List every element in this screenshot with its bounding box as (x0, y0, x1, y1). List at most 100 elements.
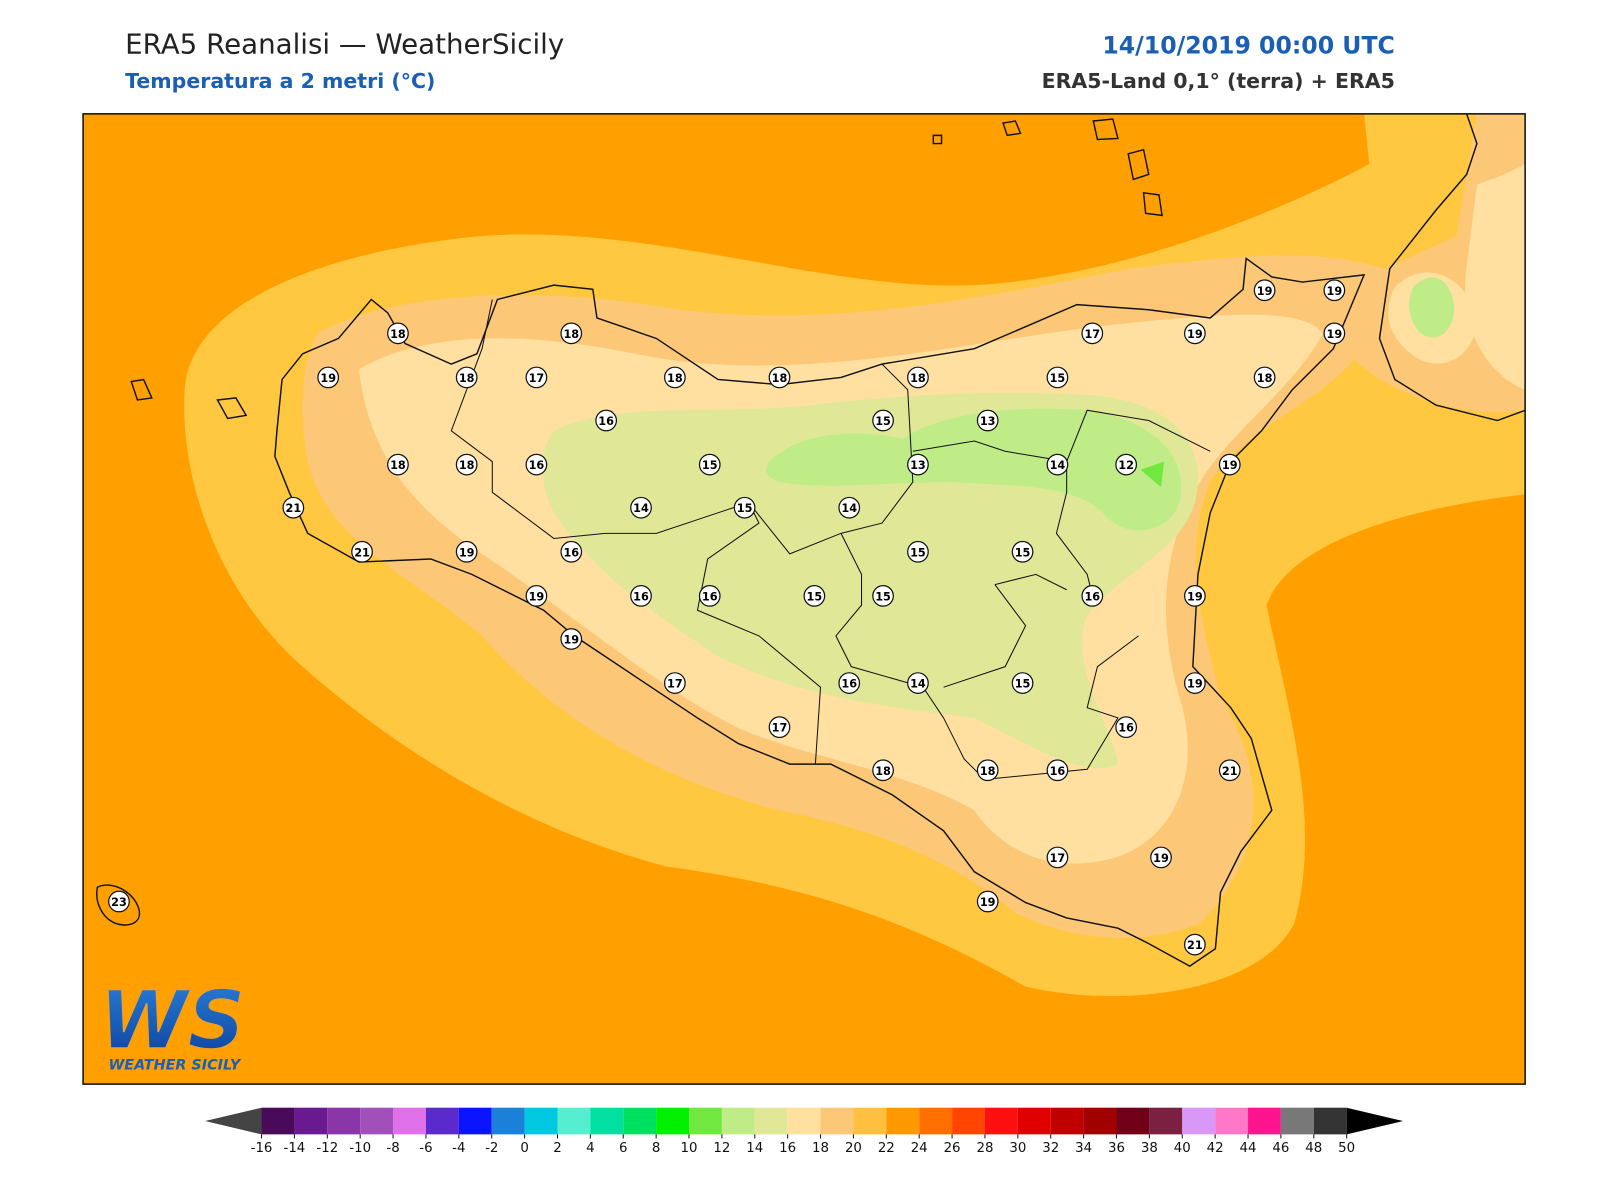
station-marker (976, 409, 999, 432)
colorbar-bin (656, 1107, 690, 1135)
station-marker (838, 496, 861, 519)
colorbar-bin (919, 1107, 953, 1135)
colorbar-bin (853, 1107, 887, 1135)
station-marker (1323, 322, 1346, 345)
station-marker (455, 366, 478, 389)
station-marker (1253, 366, 1276, 389)
station-value: 21 (1222, 765, 1238, 778)
colorbar-bin (1017, 1107, 1051, 1135)
station-marker (1081, 322, 1104, 345)
station-value: 21 (354, 546, 370, 559)
station-marker (282, 496, 305, 519)
station-marker (387, 322, 409, 345)
station-marker (1218, 759, 1241, 782)
station-value: 16 (563, 546, 579, 559)
station-value: 15 (702, 459, 718, 472)
colorbar-tick-label: -16 (251, 1141, 273, 1156)
station-marker (1011, 672, 1034, 694)
station-marker (872, 759, 894, 782)
colorbar-bin (524, 1107, 558, 1135)
station-marker (560, 540, 583, 563)
station-marker (1218, 453, 1241, 476)
station-value: 16 (1050, 765, 1066, 778)
station-value: 15 (1015, 678, 1031, 691)
colorbar-tick-label: 22 (878, 1141, 895, 1156)
station-value: 19 (459, 546, 475, 559)
colorbar-bin (557, 1107, 591, 1135)
station-marker (907, 366, 929, 389)
station-marker (455, 453, 478, 476)
field-10 (1140, 461, 1165, 488)
logo-mark: WS (99, 974, 245, 1067)
colorbar-bin (754, 1107, 788, 1135)
colorbar-under (205, 1107, 262, 1135)
colorbar-bin (1149, 1107, 1183, 1135)
colorbar-tick-label: 26 (944, 1141, 961, 1156)
station-marker (733, 496, 756, 519)
station-value: 15 (737, 502, 753, 515)
station-value: 19 (1327, 328, 1343, 341)
station-marker (1115, 716, 1138, 739)
colorbar-tick-label: 32 (1042, 1141, 1059, 1156)
station-marker (455, 540, 478, 563)
station-marker (525, 366, 548, 389)
station-marker (351, 540, 373, 563)
colorbar-bin (1083, 1107, 1117, 1135)
station-marker (1011, 540, 1034, 563)
station-value: 15 (910, 546, 926, 559)
station-value: 16 (529, 459, 545, 472)
map-frame (82, 113, 1526, 1085)
colorbar-tick-label: 40 (1174, 1141, 1191, 1156)
station-value: 14 (841, 502, 857, 515)
station-marker (838, 672, 861, 694)
station-value: 18 (1257, 372, 1273, 385)
colorbar-bin (952, 1107, 985, 1135)
station-marker (803, 585, 826, 607)
colorbar-tick-label: 20 (845, 1141, 862, 1156)
station-value: 17 (667, 678, 683, 691)
station-marker (1046, 453, 1069, 476)
colorbar-over (1346, 1107, 1404, 1135)
colorbar-tick-label: 50 (1338, 1141, 1355, 1156)
station-value: 16 (841, 678, 857, 691)
colorbar-tick-label: 30 (1009, 1141, 1026, 1156)
station-marker (1183, 672, 1206, 694)
colorbar-bin (261, 1107, 295, 1135)
colorbar-bin (623, 1107, 657, 1135)
colorbar-tick-label: -10 (349, 1141, 371, 1156)
colorbar-tick-label: 38 (1141, 1141, 1158, 1156)
station-marker (1115, 453, 1138, 476)
colorbar-bin (1215, 1107, 1249, 1135)
station-value: 16 (1118, 722, 1134, 735)
station-marker (1046, 759, 1069, 782)
station-marker (1046, 846, 1069, 869)
station-value: 16 (702, 590, 718, 603)
colorbar-bin (327, 1107, 361, 1135)
station-marker (1046, 366, 1069, 389)
station-marker (1323, 279, 1346, 302)
station-marker (108, 890, 130, 913)
station-marker (907, 453, 929, 476)
station-marker (907, 540, 929, 563)
colorbar-tick-label: 14 (746, 1141, 763, 1156)
station-value: 14 (910, 678, 926, 691)
colorbar-bin (689, 1107, 722, 1135)
station-value: 19 (1187, 590, 1203, 603)
station-value: 19 (1257, 285, 1273, 298)
title: ERA5 Reanalisi — WeatherSicily (125, 27, 564, 60)
station-marker (663, 672, 686, 694)
colorbar-tick-label: -2 (485, 1141, 498, 1156)
station-value: 15 (875, 590, 891, 603)
colorbar-tick-label: 28 (976, 1141, 993, 1156)
station-marker (663, 366, 686, 389)
colorbar-tick-label: -14 (284, 1141, 306, 1156)
station-value: 15 (807, 590, 823, 603)
colorbar-bin (1050, 1107, 1084, 1135)
colorbar-tick-label: 42 (1207, 1141, 1224, 1156)
field-12 (766, 408, 1182, 531)
station-value: 19 (1187, 328, 1203, 341)
station-value: 19 (320, 372, 336, 385)
station-value: 19 (1187, 678, 1203, 691)
station-value: 17 (772, 722, 788, 735)
